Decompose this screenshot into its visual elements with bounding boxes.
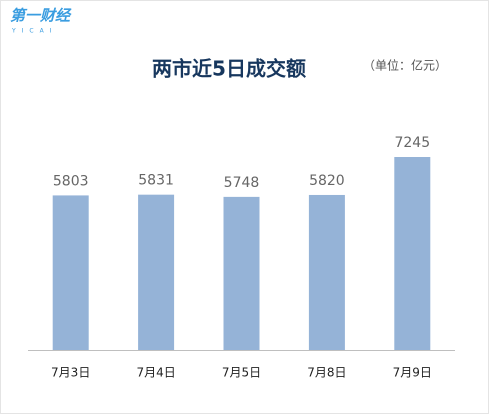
bar xyxy=(52,195,89,350)
value-label: 5803 xyxy=(53,173,89,189)
x-tick-label: 7月3日 xyxy=(51,366,90,380)
x-tick-label: 7月9日 xyxy=(393,366,432,380)
chart-title: 两市近5日成交额 xyxy=(152,57,306,81)
value-label: 5820 xyxy=(309,173,345,189)
x-tick-label: 7月5日 xyxy=(222,366,261,380)
x-tick-label: 7月4日 xyxy=(136,366,175,380)
bar xyxy=(223,196,260,350)
bar xyxy=(138,194,175,350)
chart-subtitle: （单位：亿元） xyxy=(363,58,447,73)
bar xyxy=(308,194,345,350)
x-tick-label: 7月8日 xyxy=(307,366,346,380)
logo-name: 第一财经 xyxy=(10,7,72,25)
value-label: 5748 xyxy=(224,175,260,191)
value-label: 5831 xyxy=(138,173,174,189)
logo-sub: YICAI xyxy=(11,28,58,35)
bar xyxy=(394,157,431,350)
value-label: 7245 xyxy=(394,135,430,151)
